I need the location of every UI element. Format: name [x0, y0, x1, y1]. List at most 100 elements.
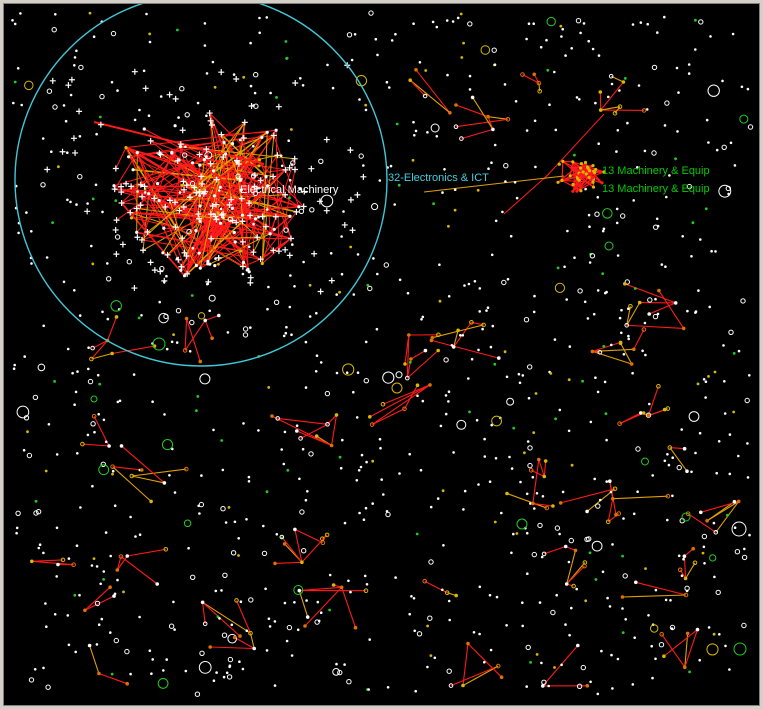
network-node[interactable] — [74, 650, 77, 654]
network-node[interactable] — [251, 172, 258, 179]
network-node[interactable] — [540, 555, 544, 559]
network-node[interactable] — [247, 270, 251, 274]
network-node[interactable] — [316, 600, 320, 604]
network-node[interactable] — [365, 583, 369, 586]
network-node[interactable] — [264, 175, 268, 179]
network-node[interactable] — [37, 546, 41, 550]
network-node[interactable] — [447, 400, 450, 403]
network-node[interactable] — [198, 661, 212, 674]
network-node[interactable] — [252, 646, 256, 651]
network-node[interactable] — [183, 182, 190, 189]
network-node[interactable] — [69, 200, 72, 204]
network-node[interactable] — [611, 543, 614, 546]
network-node[interactable] — [416, 394, 419, 398]
network-node[interactable] — [604, 412, 608, 416]
network-node[interactable] — [198, 359, 203, 364]
network-node[interactable] — [62, 104, 66, 107]
network-node[interactable] — [535, 492, 539, 495]
network-node[interactable] — [55, 453, 59, 456]
network-node[interactable] — [534, 392, 538, 395]
network-node[interactable] — [681, 326, 686, 331]
network-node[interactable] — [202, 158, 206, 162]
network-node[interactable] — [413, 134, 416, 137]
network-node[interactable] — [264, 587, 267, 591]
network-node[interactable] — [671, 456, 674, 460]
network-node[interactable] — [632, 512, 636, 516]
network-node[interactable] — [503, 350, 507, 354]
network-node[interactable] — [447, 599, 451, 603]
network-node[interactable] — [73, 593, 77, 597]
network-node[interactable] — [531, 501, 535, 506]
network-node[interactable] — [643, 321, 647, 325]
network-node[interactable] — [30, 262, 33, 265]
network-node[interactable] — [347, 579, 350, 583]
network-node[interactable] — [280, 164, 284, 168]
network-node[interactable] — [443, 357, 449, 363]
network-node[interactable] — [293, 208, 300, 215]
network-node[interactable] — [90, 421, 96, 427]
network-node[interactable] — [467, 282, 471, 286]
network-node[interactable] — [590, 176, 595, 180]
network-node[interactable] — [526, 440, 530, 443]
network-node[interactable] — [52, 104, 58, 110]
network-node[interactable] — [620, 595, 625, 599]
network-node[interactable] — [44, 166, 51, 173]
network-node[interactable] — [592, 312, 596, 316]
network-node[interactable] — [110, 464, 115, 470]
network-node[interactable] — [237, 537, 240, 540]
network-node[interactable] — [282, 542, 287, 546]
network-node[interactable] — [532, 310, 536, 314]
network-node[interactable] — [297, 205, 301, 209]
network-node[interactable] — [239, 188, 243, 192]
network-node[interactable] — [212, 213, 219, 220]
network-node[interactable] — [570, 463, 574, 467]
network-node[interactable] — [481, 327, 484, 331]
network-node[interactable] — [594, 211, 600, 217]
network-node[interactable] — [367, 688, 371, 691]
network-node[interactable] — [304, 386, 308, 389]
network-node[interactable] — [110, 672, 114, 676]
network-node[interactable] — [486, 306, 490, 310]
network-node[interactable] — [542, 474, 547, 479]
network-node[interactable] — [698, 19, 704, 25]
network-node[interactable] — [241, 667, 245, 671]
network-node[interactable] — [290, 654, 294, 657]
network-node[interactable] — [490, 161, 493, 164]
network-node[interactable] — [430, 123, 440, 133]
network-node[interactable] — [152, 337, 166, 351]
network-node[interactable] — [206, 259, 210, 263]
network-node[interactable] — [651, 64, 658, 71]
network-node[interactable] — [394, 576, 397, 579]
network-node[interactable] — [142, 127, 146, 131]
network-node[interactable] — [129, 515, 132, 519]
network-node[interactable] — [102, 578, 105, 581]
network-node[interactable] — [402, 406, 407, 412]
network-node[interactable] — [448, 683, 454, 688]
network-node[interactable] — [707, 626, 711, 629]
network-node[interactable] — [733, 526, 737, 529]
network-node[interactable] — [282, 462, 286, 466]
network-node[interactable] — [544, 505, 550, 511]
network-node[interactable] — [150, 672, 153, 675]
network-node[interactable] — [523, 451, 526, 455]
network-node[interactable] — [656, 31, 659, 34]
network-node[interactable] — [62, 280, 66, 284]
network-node[interactable] — [577, 288, 583, 294]
network-node[interactable] — [340, 235, 343, 238]
network-node[interactable] — [147, 259, 154, 266]
network-node[interactable] — [257, 215, 260, 219]
network-node[interactable] — [731, 521, 747, 537]
network-node[interactable] — [578, 98, 581, 101]
network-node[interactable] — [342, 363, 355, 376]
network-node[interactable] — [596, 289, 600, 292]
network-node[interactable] — [303, 624, 307, 628]
network-node[interactable] — [309, 207, 315, 213]
network-node[interactable] — [179, 268, 183, 272]
network-node[interactable] — [647, 297, 653, 303]
network-node[interactable] — [198, 512, 201, 515]
network-node[interactable] — [170, 150, 174, 154]
network-node[interactable] — [66, 347, 70, 351]
network-node[interactable] — [497, 356, 501, 360]
network-node[interactable] — [265, 649, 269, 652]
network-node[interactable] — [37, 363, 46, 372]
